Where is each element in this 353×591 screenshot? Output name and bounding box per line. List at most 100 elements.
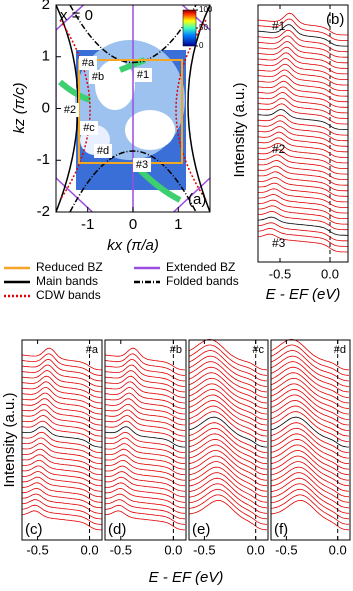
edc-trace <box>104 359 186 382</box>
edc-trace <box>188 427 268 459</box>
legend-label: Main bands <box>36 274 98 288</box>
edc-trace <box>270 377 350 409</box>
x-tick-label: -1 <box>81 216 94 233</box>
edc-trace <box>21 409 103 431</box>
edc-trace <box>21 415 103 437</box>
edc-trace <box>188 466 268 498</box>
edc-trace <box>21 510 103 531</box>
edc-trace <box>270 461 350 492</box>
edc-trace <box>21 375 103 398</box>
x-tick-label: 1 <box>174 216 182 233</box>
edc-trace <box>270 355 350 387</box>
panel-tag: #a <box>86 344 99 356</box>
edc-trace <box>188 383 268 415</box>
edc-trace <box>104 437 186 459</box>
edc-trace <box>257 160 349 181</box>
label-box <box>134 68 152 82</box>
edc-trace <box>104 431 186 453</box>
legend-label: Extended BZ <box>166 260 235 274</box>
edc-trace <box>257 97 348 119</box>
edc-trace <box>188 366 268 398</box>
edc-trace <box>257 35 348 58</box>
x-tick-label: -0.5 <box>26 542 48 557</box>
edc-trace <box>105 488 186 509</box>
edc-trace <box>258 194 348 214</box>
x-tick-label: -0.5 <box>269 266 291 281</box>
y-axis-label: Intensity (a.u.) <box>1 392 18 487</box>
edc-trace <box>257 142 349 164</box>
edc-trace <box>257 171 348 192</box>
edc-trace <box>21 426 102 448</box>
edc-trace <box>257 177 348 197</box>
edc-trace <box>270 477 350 509</box>
colorbar-tick-label: 100 <box>199 5 213 14</box>
edc-trace <box>21 493 103 514</box>
edc-trace <box>21 358 102 382</box>
panel-tag: #b <box>170 344 182 356</box>
panel-label: (e) <box>192 521 210 538</box>
label-box <box>94 144 112 158</box>
edc-trace <box>257 148 348 169</box>
point-label: #d <box>97 145 109 157</box>
colorbar-tick-label: 50 <box>199 23 208 32</box>
edc-trace <box>104 459 186 481</box>
edc-trace <box>257 18 348 41</box>
edc-trace <box>104 510 186 531</box>
edc-trace <box>257 109 348 130</box>
x-tick-label: 0.0 <box>80 542 98 557</box>
edc-trace <box>21 460 103 481</box>
edc-trace <box>188 455 268 487</box>
edc-trace <box>257 154 348 175</box>
edc-trace <box>104 426 186 448</box>
edc-trace <box>270 450 350 481</box>
edc-trace <box>270 361 350 393</box>
label-box <box>80 121 98 135</box>
edc-trace <box>104 386 186 409</box>
edc-trace <box>104 375 186 398</box>
edc-trace <box>188 422 268 453</box>
edc-trace <box>188 483 268 514</box>
point-label: #3 <box>136 159 148 171</box>
label-box <box>61 103 79 117</box>
y-tick-label: 2 <box>42 0 50 13</box>
x-tick-label: -0.5 <box>110 542 132 557</box>
edc-trace <box>21 499 103 520</box>
edc-trace <box>270 405 350 437</box>
edc-trace <box>270 416 350 448</box>
edc-trace <box>257 41 348 64</box>
panel-label: (d) <box>108 521 126 538</box>
edc-trace <box>104 370 186 393</box>
edc-trace <box>104 482 186 503</box>
label-box <box>133 158 151 172</box>
edc-trace <box>257 12 348 36</box>
trace-label: #1 <box>272 19 286 33</box>
edc-trace <box>188 350 268 382</box>
edc-trace <box>257 114 348 136</box>
edc-trace <box>257 120 348 142</box>
point-label: #c <box>83 122 95 134</box>
edc-trace <box>270 366 350 398</box>
frame <box>270 339 351 541</box>
annotation: x = 0 <box>60 7 93 24</box>
edc-trace <box>257 216 348 236</box>
colorbar-tick-label: 0 <box>199 41 204 50</box>
edc-trace <box>270 411 350 442</box>
edc-trace <box>258 199 348 219</box>
panel-tag: #c <box>252 344 264 356</box>
edc-trace <box>21 454 103 476</box>
y-tick-label: -1 <box>37 151 50 168</box>
label-box <box>89 70 107 84</box>
edc-trace <box>270 438 350 470</box>
edc-trace <box>188 411 268 442</box>
edc-trace <box>104 476 186 498</box>
edc-trace <box>21 420 103 442</box>
edc-trace <box>21 504 103 525</box>
edc-trace <box>257 86 348 108</box>
edc-trace <box>21 443 103 465</box>
edc-trace <box>21 370 103 393</box>
edc-trace <box>104 381 186 404</box>
edc-trace <box>22 482 103 503</box>
edc-trace <box>270 427 350 459</box>
edc-trace <box>104 448 186 470</box>
